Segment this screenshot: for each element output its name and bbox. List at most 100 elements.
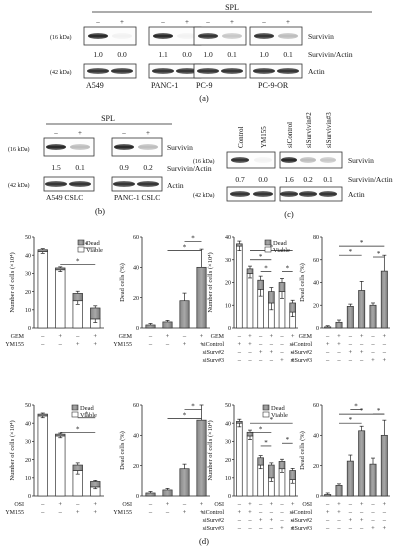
panel-a-survivin-band-plus-2 bbox=[222, 33, 242, 39]
chart-bar-viable bbox=[246, 435, 254, 497]
panel-c-lane-label-1: YM155 bbox=[260, 126, 268, 148]
chart-condition-sign: – bbox=[382, 509, 387, 516]
chart-y-tick-label: 40 bbox=[133, 266, 139, 272]
chart-condition-sign: – bbox=[325, 501, 330, 508]
chart-condition-sign: – bbox=[359, 341, 364, 348]
chart-significance-star: * bbox=[286, 436, 290, 444]
chart-condition-sign: – bbox=[336, 517, 341, 524]
chart-condition-sign: – bbox=[348, 333, 353, 340]
chart-condition-sign: – bbox=[237, 357, 242, 364]
chart-condition-sign: + bbox=[93, 501, 97, 508]
chart-y-tick-label: 40 bbox=[313, 281, 319, 287]
chart-condition-sign: – bbox=[370, 349, 375, 356]
panel-a-sign-plus-2: + bbox=[230, 18, 234, 26]
chart-condition-name: OSI bbox=[214, 502, 224, 508]
chart-condition-sign: + bbox=[259, 517, 263, 524]
chart-y-tick-label: 50 bbox=[25, 403, 31, 409]
panel-c-survivin-band-2 bbox=[281, 157, 297, 163]
chart-condition-name: OSI bbox=[122, 502, 132, 508]
chart-condition-sign: + bbox=[93, 509, 97, 516]
legend-swatch-dead bbox=[264, 239, 272, 246]
panel-c-ratio-0: 0.7 bbox=[235, 175, 245, 184]
chart-y-tick-label: 40 bbox=[25, 253, 31, 259]
chart-significance-star: * bbox=[286, 265, 290, 273]
panel-a-sign-minus-1: – bbox=[160, 18, 165, 26]
chart-bar-viable bbox=[37, 251, 48, 329]
chart-bar-dead bbox=[257, 279, 264, 290]
chart-significance-star: * bbox=[85, 411, 89, 419]
chart-bar-dead bbox=[257, 457, 264, 466]
chart-bar-dead bbox=[72, 464, 83, 471]
chart-y-tick-label: 20 bbox=[225, 281, 231, 287]
panel-a-sign-minus-0: – bbox=[95, 18, 100, 26]
chart-bar-dead bbox=[369, 463, 377, 497]
chart-condition-sign: – bbox=[148, 509, 153, 516]
panel-a-actin-band-plus-1 bbox=[176, 68, 198, 74]
chart-bar-dead bbox=[358, 290, 366, 329]
chart-condition-sign: + bbox=[200, 501, 204, 508]
legend-label-viable: Viable bbox=[273, 247, 290, 254]
chart-condition-sign: + bbox=[200, 333, 204, 340]
chart-condition-sign: + bbox=[237, 341, 241, 348]
panel-b-survivin-band-minus-0 bbox=[46, 144, 66, 150]
chart-condition-sign: – bbox=[237, 349, 242, 356]
chart-significance-star: * bbox=[349, 248, 353, 256]
chart-condition-sign: + bbox=[76, 341, 80, 348]
chart-bar-dead bbox=[90, 307, 101, 320]
panel-a-survivin-band-minus-3 bbox=[254, 33, 274, 39]
panel-a-sign-minus-2: – bbox=[205, 18, 210, 26]
panel-a-ratio-plus-0: 0.0 bbox=[117, 50, 127, 59]
panel-b-treatment-label: SPL bbox=[101, 114, 115, 123]
chart-bar-dead bbox=[246, 431, 254, 437]
chart-y-label: Dead cells (%) bbox=[299, 263, 306, 302]
chart-condition-sign: – bbox=[279, 341, 284, 348]
chart-bar-viable bbox=[246, 273, 254, 329]
chart-significance-star: * bbox=[270, 244, 274, 252]
panel-c-actin-band-3 bbox=[299, 191, 317, 197]
panel-c-actin-blot-left-frame bbox=[226, 186, 276, 202]
legend-swatch-viable bbox=[264, 246, 272, 253]
panel-a-cellline-0: A549 bbox=[86, 81, 104, 90]
chart-condition-sign: – bbox=[290, 517, 295, 524]
chart-condition-sign: – bbox=[58, 509, 63, 516]
chart-significance-star: * bbox=[270, 416, 274, 424]
chart-condition-sign: + bbox=[58, 501, 62, 508]
panel-c-survivin-band-1 bbox=[254, 157, 272, 163]
chart-y-tick-label: 50 bbox=[25, 235, 31, 241]
chart-condition-sign: – bbox=[348, 525, 353, 532]
legend-swatch-dead bbox=[71, 404, 79, 411]
chart-condition-name: GEM bbox=[11, 334, 25, 340]
chart-condition-name: GEM bbox=[119, 334, 133, 340]
chart-condition-sign: + bbox=[291, 525, 295, 532]
panel-b-survivin-band-plus-1 bbox=[138, 144, 158, 150]
chart-bar-dead bbox=[346, 306, 354, 329]
chart-condition-sign: + bbox=[166, 501, 170, 508]
chart-condition-sign: – bbox=[247, 517, 252, 524]
panel-a-label: (a) bbox=[199, 93, 209, 103]
chart-condition-sign: – bbox=[370, 517, 375, 524]
panel-c-actin-blot-right bbox=[279, 186, 343, 202]
legend-swatch-viable bbox=[71, 411, 79, 418]
chart-significance-star: * bbox=[85, 241, 89, 249]
chart-condition-sign: + bbox=[291, 501, 295, 508]
chart-bar-dead bbox=[162, 489, 173, 497]
panel-b-actin-band-minus-0 bbox=[45, 181, 67, 187]
chart-condition-sign: + bbox=[371, 525, 375, 532]
chart-y-tick-label: 0 bbox=[228, 494, 231, 500]
legend-label-dead: Dead bbox=[80, 405, 94, 412]
chart-condition-sign: + bbox=[280, 525, 284, 532]
chart-condition-sign: – bbox=[269, 357, 274, 364]
chart-condition-sign: – bbox=[269, 509, 274, 516]
chart-y-tick-label: 20 bbox=[133, 296, 139, 302]
chart-bar-dead bbox=[145, 324, 156, 329]
chart-condition-sign: – bbox=[336, 349, 341, 356]
chart-condition-sign: – bbox=[237, 501, 242, 508]
chart-condition-sign: + bbox=[348, 349, 352, 356]
chart-y-tick-label: 40 bbox=[313, 434, 319, 440]
chart-condition-sign: – bbox=[279, 501, 284, 508]
panel-c-actin-band-1 bbox=[253, 191, 273, 197]
chart-bar-dead bbox=[145, 492, 156, 497]
